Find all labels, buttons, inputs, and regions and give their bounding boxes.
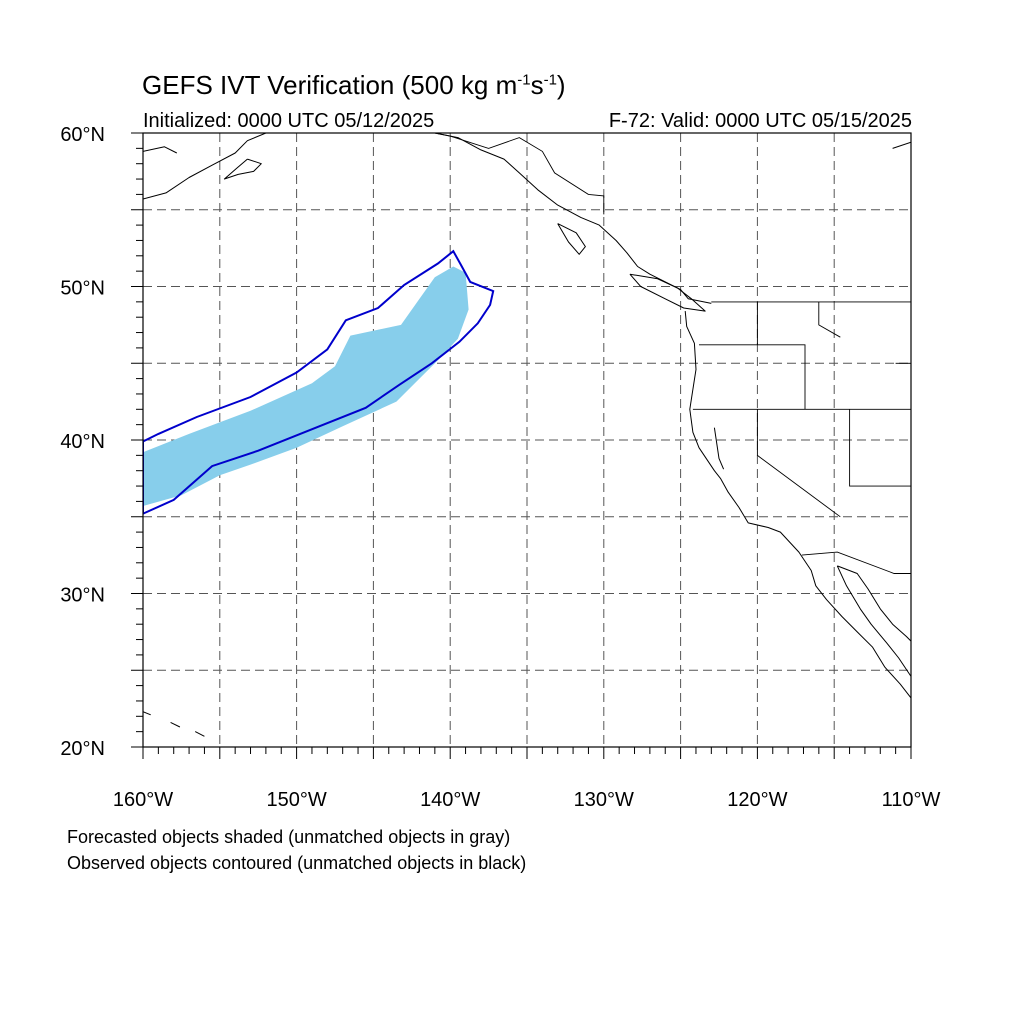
lat-tick-label: 20°N [60,738,105,760]
coastlines [143,133,911,737]
footer-forecast-note: Forecasted objects shaded (unmatched obj… [67,827,511,847]
coastline [434,133,712,304]
coastline [837,565,911,642]
valid-time-subtitle: F-72: Valid: 0000 UTC 05/15/2025 [608,110,912,132]
coastline [223,158,262,180]
figure-title: GEFS IVT Verification (500 kg m-1s-1) [142,70,566,101]
axis-ticks [131,132,912,759]
title-unit-s: s [530,70,544,100]
state-border [818,301,841,338]
title-main: GEFS IVT Verification (500 kg m [142,70,518,100]
title-exponent-1: -1 [517,71,531,89]
lon-tick-label: 150°W [266,789,326,811]
coastline [170,721,181,728]
state-border [801,551,911,574]
coastline [892,141,911,149]
coastline [684,311,911,699]
coastline [143,711,151,716]
state-border [699,344,806,410]
coastline [143,146,178,154]
lon-tick-label: 110°W [882,789,941,811]
lon-tick-label: 140°W [420,789,480,811]
gridlines [143,133,911,747]
coastline [713,427,725,470]
coastline [836,565,911,677]
footer-observed-note: Observed objects contoured (unmatched ob… [67,853,527,873]
coastline [629,273,706,312]
forecast-ivt-object [143,266,469,506]
state-border [849,409,911,487]
state-border [434,133,605,215]
ivt-objects [143,249,495,515]
state-border [756,409,841,518]
coastline [557,223,586,255]
lat-tick-label: 60°N [60,124,105,146]
lat-tick-label: 40°N [60,431,105,453]
lon-tick-label: 130°W [574,789,634,811]
coastline [194,731,205,737]
coastline [143,133,267,200]
observed-ivt-contour [143,249,495,515]
political-borders [434,133,911,574]
lat-tick-label: 50°N [60,278,105,300]
init-time-subtitle: Initialized: 0000 UTC 05/12/2025 [143,110,435,132]
title-exponent-2: -1 [543,71,557,89]
lon-tick-label: 120°W [727,789,787,811]
axis-labels: 60°N 50°N 40°N 30°N 20°N 160°W 150°W 140°W 130°W… [60,124,940,811]
lat-tick-label: 30°N [60,585,105,607]
title-close: ) [556,70,566,100]
lon-tick-label: 160°W [113,789,173,811]
